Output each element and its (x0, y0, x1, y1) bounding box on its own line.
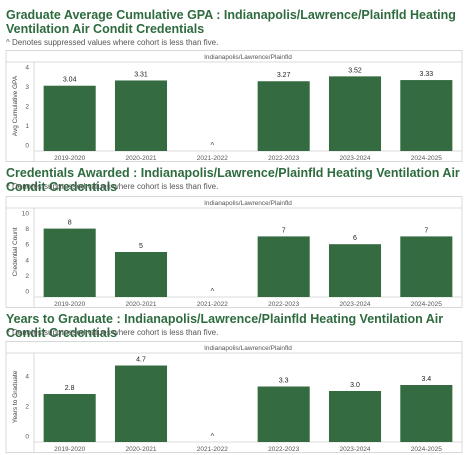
x-category-label: 2023-2024 (339, 301, 370, 308)
credentials-chart-title: Credentials Awarded : Indianapolis/Lawre… (6, 166, 460, 194)
bar-value-label: 5 (139, 243, 143, 250)
x-category-label: 2024-2025 (411, 155, 442, 162)
y-tick-label: 0 (25, 434, 29, 441)
bar (257, 386, 310, 442)
bar (114, 252, 168, 297)
bar-value-label: 7 (282, 227, 286, 234)
x-category-label: 2023-2024 (339, 446, 370, 453)
bar (114, 365, 168, 442)
years-chart-title: Years to Graduate : Indianapolis/Lawrenc… (6, 312, 444, 340)
bar (400, 385, 453, 442)
y-tick-label: 2 (25, 273, 29, 280)
x-category-label: 2021-2022 (197, 446, 228, 453)
x-category-label: 2019-2020 (54, 155, 85, 162)
y-axis-label: Avg Cumulative GPA (12, 75, 19, 136)
y-tick-label: 2 (25, 404, 29, 411)
years-suppression-note: ^ Denotes suppressed values where cohort… (6, 328, 219, 337)
bar-value-label: 2.8 (65, 385, 75, 392)
bar-value-label: 7 (424, 227, 428, 234)
bar (43, 228, 96, 297)
bar (400, 236, 453, 297)
y-tick-label: 0 (25, 289, 29, 296)
y-tick-label: 10 (22, 211, 30, 218)
x-category-label: 2020-2021 (125, 301, 156, 308)
panel-header: Indianapolis/Lawrence/Plainfld (204, 345, 292, 352)
bar-value-label: 3.4 (421, 376, 431, 383)
gpa-bar-chart: Indianapolis/Lawrence/Plainfld 0 1 2 3 4 Avg C… (5, 50, 463, 162)
y-tick-label: 3 (25, 84, 29, 91)
x-category-label: 2021-2022 (197, 155, 228, 162)
bar (43, 394, 96, 442)
panel-header: Indianapolis/Lawrence/Plainfld (204, 200, 292, 207)
y-tick-label: 4 (25, 257, 29, 264)
x-category-label: 2022-2023 (268, 446, 299, 453)
credentials-suppression-note: ^ Denotes suppressed values where cohort… (6, 182, 219, 191)
suppressed-marker: ^ (210, 141, 214, 150)
bar (328, 391, 382, 442)
y-tick-label: 4 (25, 374, 29, 381)
bar-value-label: 3.04 (63, 77, 77, 84)
x-category-label: 2023-2024 (339, 155, 370, 162)
bar-value-label: 8 (68, 220, 72, 227)
bar-value-label: 3.0 (350, 382, 360, 389)
gpa-chart-title: Graduate Average Cumulative GPA : Indian… (6, 8, 456, 36)
y-tick-label: 6 (25, 242, 29, 249)
x-category-label: 2021-2022 (197, 301, 228, 308)
bar-value-label: 4.7 (136, 357, 146, 364)
x-category-label: 2022-2023 (268, 155, 299, 162)
suppressed-marker: ^ (210, 287, 214, 296)
years-bar-chart: Indianapolis/Lawrence/Plainfld 0 2 4 Years t… (5, 341, 463, 453)
bar (43, 85, 96, 151)
bar-value-label: 3.27 (277, 72, 291, 79)
gpa-suppression-note: ^ Denotes suppressed values where cohort… (6, 38, 219, 47)
bar (328, 76, 382, 151)
y-tick-label: 2 (25, 104, 29, 111)
bar (114, 80, 168, 151)
x-category-label: 2019-2020 (54, 301, 85, 308)
bar (328, 244, 382, 297)
bar (400, 80, 453, 151)
y-tick-label: 4 (25, 65, 29, 72)
x-category-label: 2019-2020 (54, 446, 85, 453)
y-axis-label: Years to Graduate (12, 370, 19, 423)
panel-header: Indianapolis/Lawrence/Plainfld (204, 54, 292, 61)
x-category-label: 2024-2025 (411, 446, 442, 453)
suppressed-marker: ^ (210, 432, 214, 441)
bar-value-label: 3.52 (348, 67, 362, 74)
y-tick-label: 8 (25, 226, 29, 233)
x-category-label: 2020-2021 (125, 446, 156, 453)
bar-value-label: 3.33 (420, 71, 434, 78)
bar (257, 81, 310, 151)
y-tick-label: 1 (25, 123, 29, 130)
chart-frame (5, 50, 463, 162)
bar-value-label: 6 (353, 235, 357, 242)
y-axis-label: Credential Count (12, 227, 19, 276)
x-category-label: 2024-2025 (411, 301, 442, 308)
chart-frame (5, 341, 463, 453)
bar-value-label: 3.3 (279, 378, 289, 385)
x-category-label: 2020-2021 (125, 155, 156, 162)
x-category-label: 2022-2023 (268, 301, 299, 308)
bar (257, 236, 310, 297)
bar-value-label: 3.31 (134, 71, 148, 78)
y-tick-label: 0 (25, 143, 29, 150)
credentials-bar-chart: Indianapolis/Lawrence/Plainfld 0 2 4 6 8 10 Cre… (5, 196, 463, 308)
chart-frame (5, 196, 463, 308)
